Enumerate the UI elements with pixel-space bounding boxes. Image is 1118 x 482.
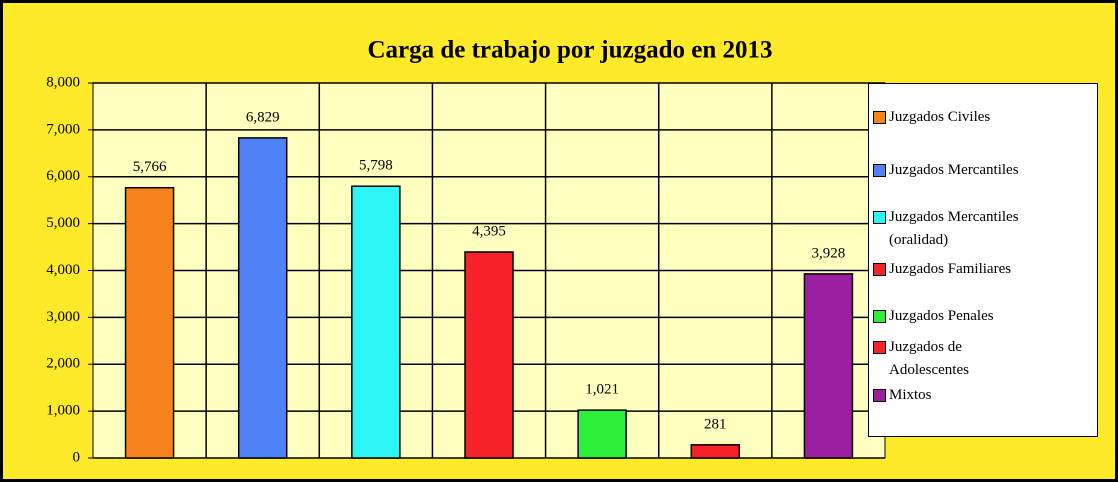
y-tick-label: 8,000: [46, 74, 80, 90]
legend-entry: Juzgados Mercantiles (oralidad): [873, 206, 1039, 252]
legend-entry: Mixtos: [873, 384, 1039, 407]
data-label: 1,021: [585, 382, 619, 398]
legend-entry: Juzgados Penales: [873, 305, 1039, 328]
legend-swatch: [873, 389, 886, 402]
legend-swatch: [873, 111, 886, 124]
y-tick-label: 0: [73, 449, 81, 465]
legend-entry: Juzgados de Adolescentes: [873, 336, 1039, 382]
data-label: 5,766: [133, 159, 167, 175]
y-tick-label: 1,000: [46, 403, 80, 419]
chart-title: Carga de trabajo por juzgado en 2013: [367, 37, 772, 64]
data-label: 6,829: [246, 109, 280, 125]
legend-swatch: [873, 310, 886, 323]
y-tick-label: 6,000: [46, 168, 80, 184]
bar: [237, 137, 288, 459]
legend-label: Juzgados Mercantiles: [889, 162, 1019, 178]
legend-label: Mixtos: [889, 387, 932, 403]
legend-swatch: [873, 164, 886, 177]
bar: [690, 444, 741, 459]
legend-swatch: [873, 341, 886, 354]
bar: [577, 409, 627, 459]
bar: [124, 186, 175, 459]
legend-entry: Juzgados Familiares: [873, 258, 1039, 281]
legend-swatch: [873, 263, 886, 276]
bar: [803, 273, 854, 459]
y-tick-label: 3,000: [46, 309, 80, 325]
data-label: 281: [704, 416, 727, 432]
legend-label: Juzgados Civiles: [889, 109, 991, 125]
bar: [351, 185, 401, 459]
data-label: 4,395: [472, 223, 506, 239]
data-label: 5,798: [359, 158, 393, 174]
legend-swatch: [873, 211, 886, 224]
legend: Juzgados Civiles Juzgados Mercantiles Juzg…: [868, 83, 1098, 437]
legend-label: Juzgados Penales: [889, 308, 994, 324]
legend-label: Juzgados Mercantiles (oralidad): [889, 209, 1019, 248]
y-tick-label: 4,000: [46, 262, 80, 278]
legend-entry: Juzgados Civiles: [873, 106, 1039, 129]
bar: [464, 251, 514, 459]
legend-entry: Juzgados Mercantiles: [873, 159, 1039, 182]
legend-label: Juzgados Familiares: [889, 261, 1012, 277]
legend-label: Juzgados de Adolescentes: [889, 339, 969, 378]
y-tick-label: 5,000: [46, 215, 80, 231]
y-tick-label: 7,000: [46, 121, 80, 137]
y-tick-label: 2,000: [46, 356, 80, 372]
data-label: 3,928: [812, 245, 846, 261]
